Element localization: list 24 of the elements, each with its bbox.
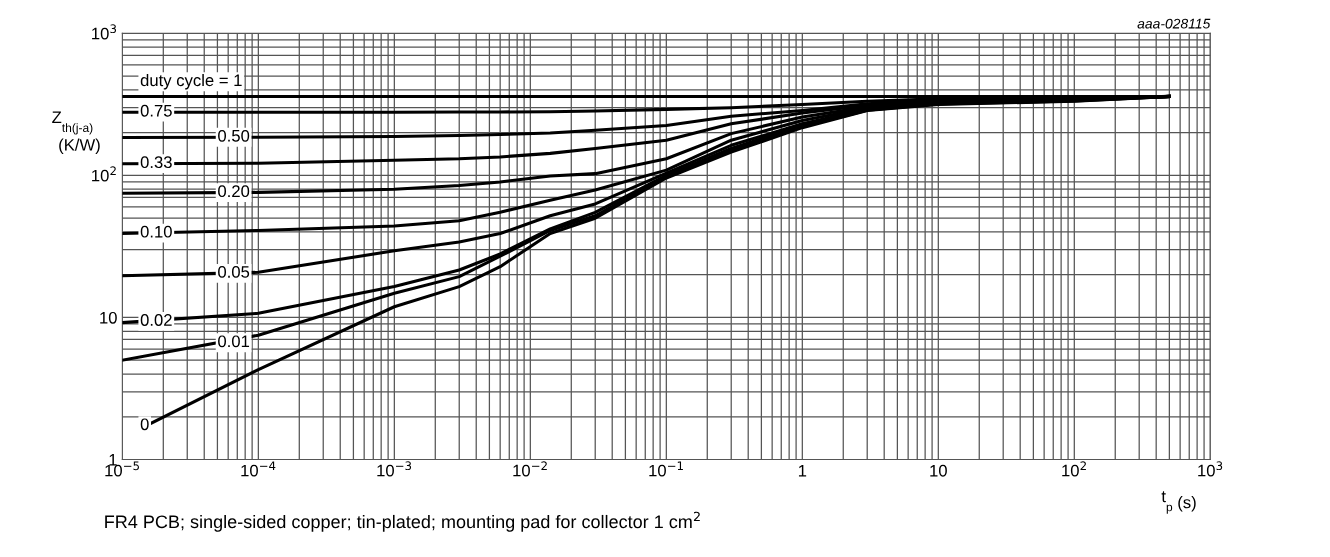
x-tick-label: 10$^{−4}$ (241, 461, 276, 477)
x-tick-label: 10$^{−3}$ (377, 461, 412, 477)
y-tick-label: 10$^{2}$ (92, 166, 116, 182)
series-label: 0.75 (140, 104, 172, 117)
y-tick-label: 10 (100, 311, 117, 324)
x-axis-title: tp (s) (1161, 491, 1196, 514)
series-label: 0.20 (218, 185, 250, 198)
series-label: 0.50 (218, 129, 250, 142)
series-label: 0.01 (218, 335, 250, 348)
series-label: 0.02 (140, 314, 172, 326)
series-label: 0.33 (140, 156, 172, 169)
x-tick-label: 1 (798, 465, 807, 477)
series-label: duty cycle = 1 (140, 73, 242, 90)
x-tick-label: 10 (930, 464, 947, 477)
series-label: 0.10 (140, 225, 172, 238)
x-tick-label: 10$^{2}$ (1062, 461, 1086, 477)
series-label: 0.05 (218, 265, 250, 278)
y-tick-label: 10$^{3}$ (92, 24, 117, 40)
x-tick-label: 10$^{3}$ (1198, 461, 1223, 477)
x-tick-label: 10$^{−2}$ (513, 461, 547, 477)
text: aaa-028115 (1137, 18, 1211, 29)
y-axis-title: Zth(j-a) (K/W) (52, 111, 100, 155)
text: FR4 PCB; single-sided copper; tin-plated; mounting pad for collector 1 cm$^{2}$ (105, 511, 700, 532)
x-tick-label: 10$^{−1}$ (649, 461, 683, 477)
